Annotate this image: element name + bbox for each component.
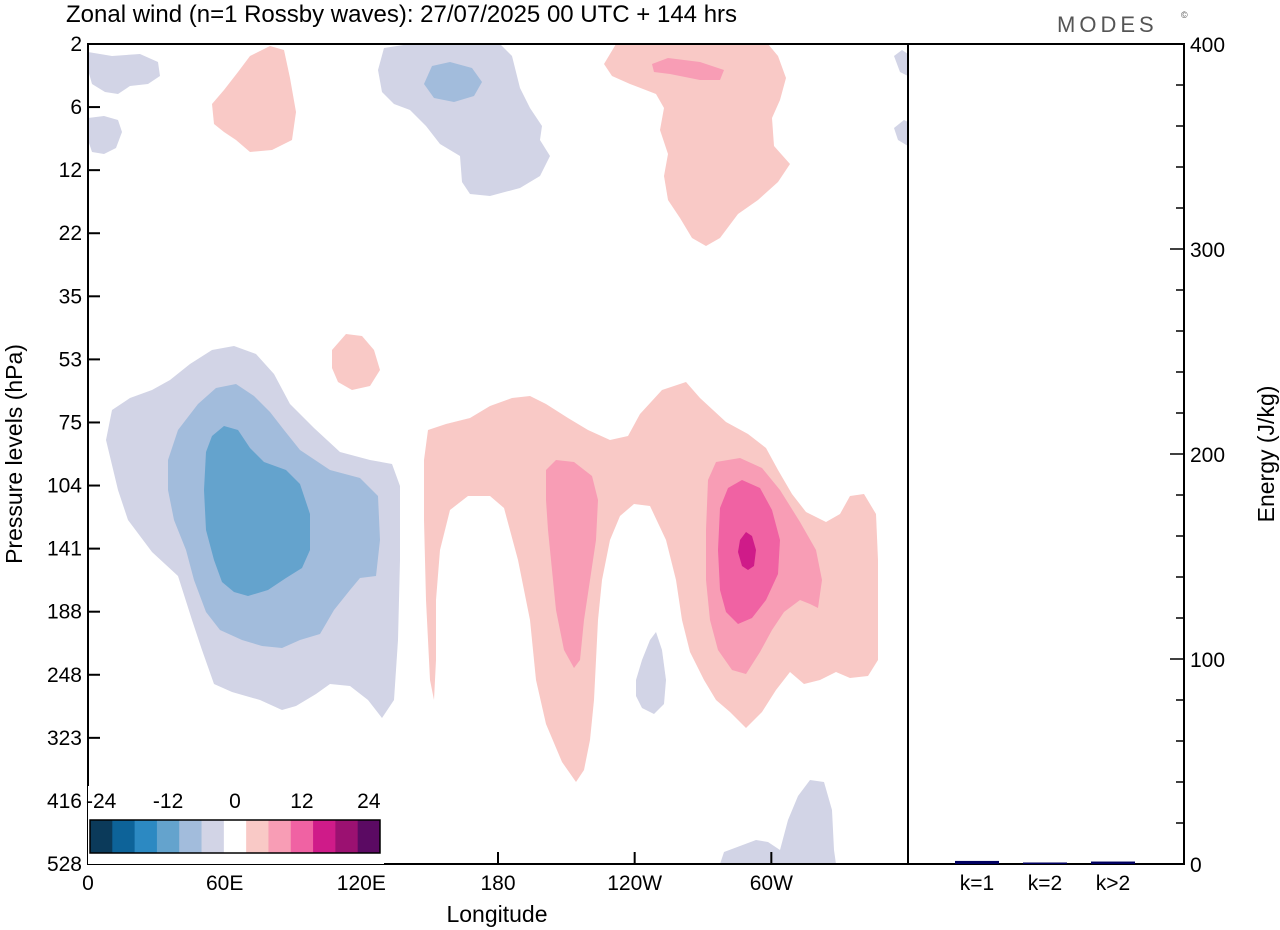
contour-neg4-upper-left-b: [88, 116, 122, 154]
contour-neg8-upper-150e: [424, 62, 482, 102]
energy-bar: [955, 860, 999, 864]
colorbar-cell: [156, 820, 180, 853]
y-tick-label: 141: [47, 538, 82, 561]
colorbar-cell: [268, 820, 292, 853]
energy-panel: 0 100 200 300 400 k=1 k=2 k>2 Energy (J/kg): [907, 34, 1279, 895]
y-tick-label: 2: [70, 33, 82, 56]
colorbar-labels: -24 -12 0 12 24: [86, 790, 381, 813]
brand-mark: ©: [1181, 10, 1188, 20]
y-tick-label: 12: [59, 159, 82, 182]
brand-logo: MODES: [1057, 12, 1158, 37]
colorbar-cell: [179, 820, 202, 853]
y-axis-label: Pressure levels (hPa): [1, 344, 27, 564]
y-tick-label: 53: [59, 348, 82, 371]
contour-panel: [87, 43, 909, 865]
y-tick-label: 104: [47, 475, 82, 498]
y-tick-label: 6: [70, 96, 82, 119]
contour-pos8-upper-120w: [652, 58, 724, 80]
colorbar-label: -12: [153, 790, 183, 813]
x-tick-label: 120W: [607, 872, 662, 895]
x-axis-label: Longitude: [446, 901, 547, 927]
colorbar: -24 -12 0 12 24: [86, 786, 384, 864]
y-tick-label: 416: [47, 790, 82, 813]
energy-tick-label: 0: [1190, 854, 1202, 877]
y-tick-label: 35: [59, 285, 82, 308]
energy-x-tick-label: k>2: [1096, 872, 1130, 895]
energy-panel-frame: [907, 43, 1185, 865]
y-tick-label: 188: [47, 601, 82, 624]
y-tick-label: 22: [59, 222, 82, 245]
energy-bar: [1023, 862, 1067, 864]
energy-y-axis: 0 100 200 300 400: [1170, 34, 1225, 877]
energy-x-axis: k=1 k=2 k>2: [960, 872, 1130, 895]
y-tick-label: 248: [47, 664, 82, 687]
contour-pos8-wave-150w: [546, 460, 598, 668]
contour-pos16-wave-60w: [738, 532, 756, 570]
colorbar-frame: [89, 819, 381, 854]
contour-neg4-upper-left-a: [88, 52, 160, 94]
colorbar-cell: [90, 820, 113, 853]
y-tick-label: 528: [47, 853, 82, 876]
x-tick-label: 60E: [206, 872, 243, 895]
colorbar-cells: [90, 820, 381, 853]
colorbar-cell: [313, 820, 336, 853]
colorbar-cell: [357, 820, 381, 853]
energy-tick-label: 300: [1190, 239, 1225, 262]
contour-neg4-upper-150e: [378, 44, 550, 196]
colorbar-cell: [134, 820, 158, 853]
x-tick-label: 0: [82, 872, 94, 895]
contour-neg4-lower-right: [720, 780, 836, 864]
colorbar-cell: [201, 820, 225, 853]
colorbar-label: 12: [290, 790, 313, 813]
y-tick-label: 75: [59, 411, 82, 434]
contour-fields: [88, 44, 908, 864]
contour-neg12-wave-60e: [204, 426, 310, 596]
colorbar-label: 0: [229, 790, 241, 813]
contour-pos4-upper-120w: [604, 44, 790, 246]
energy-x-tick-label: k=2: [1028, 872, 1062, 895]
colorbar-cell: [290, 820, 314, 853]
colorbar-cell: [335, 820, 359, 853]
colorbar-cell: [223, 820, 247, 853]
y-axis-pressure: 2 6 12 22 35 53 75 104 141 188 248 323 416 528: [47, 33, 100, 876]
colorbar-label: -24: [86, 790, 117, 813]
colorbar-label: 24: [357, 790, 381, 813]
energy-tick-label: 200: [1190, 444, 1225, 467]
energy-bars: [955, 860, 1135, 864]
contour-pos4-upper-60e: [212, 46, 296, 152]
colorbar-cell: [246, 820, 269, 853]
chart-title: Zonal wind (n=1 Rossby waves): 27/07/202…: [66, 1, 737, 28]
energy-tick-label: 100: [1190, 649, 1225, 672]
contour-neg4-upper-right-b: [894, 120, 908, 146]
energy-y-axis-label: Energy (J/kg): [1253, 386, 1279, 523]
energy-x-tick-label: k=1: [960, 872, 994, 895]
contour-neg4-upper-right-a: [894, 50, 908, 76]
x-tick-label: 180: [480, 872, 515, 895]
contour-neg4-248hpa: [636, 632, 666, 714]
x-tick-label: 60W: [750, 872, 793, 895]
contour-pos4-53hpa: [332, 334, 380, 390]
x-tick-label: 120E: [337, 872, 386, 895]
y-tick-label: 323: [47, 727, 82, 750]
energy-bar: [1091, 861, 1135, 864]
energy-tick-label: 400: [1190, 34, 1225, 57]
colorbar-cell: [112, 820, 136, 853]
